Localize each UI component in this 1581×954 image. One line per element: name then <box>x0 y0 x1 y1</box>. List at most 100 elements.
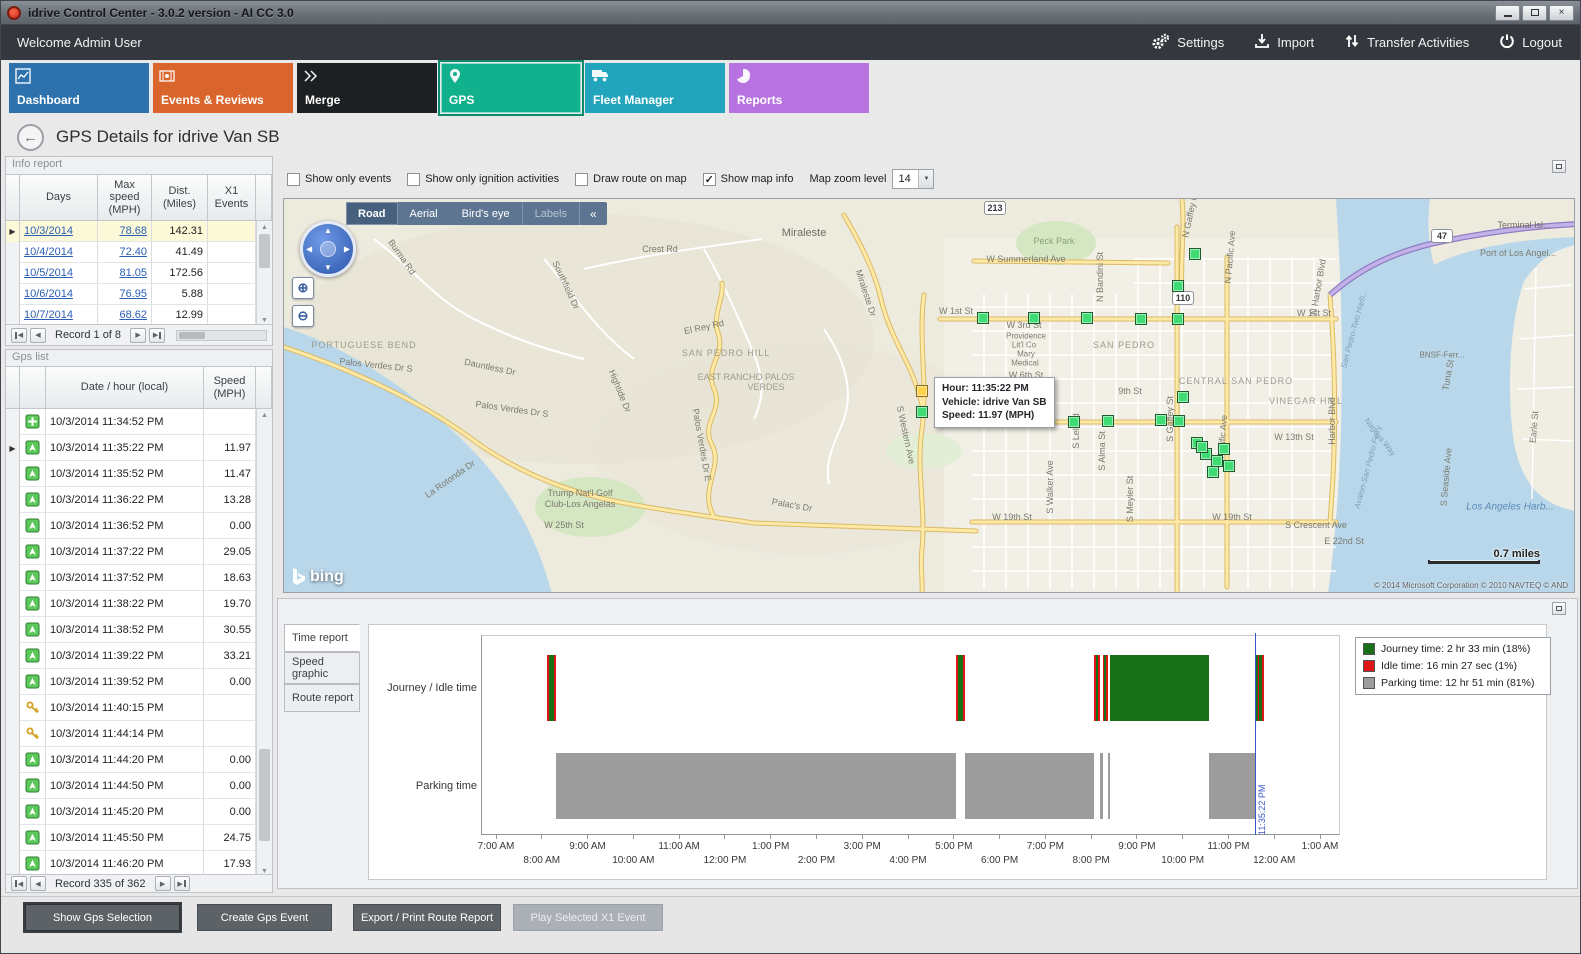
viewbar-collapse-icon[interactable]: « <box>579 202 607 225</box>
module-tile-fleet-manager[interactable]: Fleet Manager <box>585 63 725 113</box>
info-horizontal-scrollbar[interactable] <box>176 329 267 341</box>
compass-center[interactable] <box>320 241 336 257</box>
max-speed-cell[interactable]: 76.95 <box>98 284 152 305</box>
last-page-button[interactable]: ▶ <box>149 327 166 343</box>
gps-list-row[interactable]: 10/3/2014 11:36:52 PM 0.00 <box>6 513 272 539</box>
module-tile-merge[interactable]: Merge <box>297 63 437 113</box>
checkbox-show-map-info[interactable]: ✓ Show map info <box>702 172 793 186</box>
chevron-down-icon[interactable]: ▼ <box>918 170 934 188</box>
checkbox-box-icon[interactable] <box>287 172 300 186</box>
create-gps-event-button[interactable]: Create Gps Event <box>197 904 332 931</box>
gps-list-row[interactable]: 10/3/2014 11:40:15 PM <box>6 695 272 721</box>
days-cell[interactable]: 10/5/2014 <box>20 263 98 284</box>
gps-header-date[interactable]: Date / hour (local) <box>46 367 204 409</box>
menu-action-import[interactable]: Import <box>1254 33 1314 52</box>
max-speed-cell[interactable]: 68.62 <box>98 305 152 326</box>
gps-list-row[interactable]: 10/3/2014 11:39:22 PM 33.21 <box>6 643 272 669</box>
gps-marker[interactable] <box>1177 391 1189 403</box>
checkbox-show-only-ignition-activities[interactable]: Show only ignition activities <box>407 172 559 186</box>
map-panel-maximize-button[interactable] <box>1552 160 1566 173</box>
map-view-tab-bird-s-eye[interactable]: Bird's eye <box>461 207 510 220</box>
first-page-button[interactable]: ◀ <box>11 327 27 343</box>
pan-east-icon[interactable]: ▶ <box>343 244 350 254</box>
gps-marker[interactable] <box>1173 415 1185 427</box>
info-report-row[interactable]: 10/4/2014 72.40 41.49 <box>6 242 272 263</box>
gps-marker[interactable] <box>1102 415 1114 427</box>
days-cell[interactable]: 10/3/2014 <box>20 221 98 242</box>
chart-tab-speed-graphic[interactable]: Speed graphic <box>284 652 360 684</box>
close-button[interactable]: × <box>1549 4 1574 21</box>
scroll-down-icon[interactable]: ▼ <box>261 316 268 324</box>
maximize-button[interactable] <box>1522 4 1547 21</box>
gps-list-row[interactable]: ▶ 10/3/2014 11:35:22 PM 11.97 <box>6 435 272 461</box>
gps-list-row[interactable]: 10/3/2014 11:37:52 PM 18.63 <box>6 565 272 591</box>
checkbox-draw-route-on-map[interactable]: Draw route on map <box>575 172 687 186</box>
menu-action-transfer-activities[interactable]: Transfer Activities <box>1344 33 1469 52</box>
first-page-button[interactable]: ◀ <box>11 876 27 891</box>
last-page-button[interactable]: ▶ <box>173 876 190 891</box>
gps-list-row[interactable]: 10/3/2014 11:44:20 PM 0.00 <box>6 747 272 773</box>
map-view-tab-labels[interactable]: Labels <box>521 202 579 225</box>
gps-vertical-scrollbar[interactable]: ▲ ▼ <box>256 409 272 877</box>
checkbox-box-icon[interactable]: ✓ <box>702 172 716 186</box>
chart-tab-route-report[interactable]: Route report <box>284 684 360 712</box>
module-tile-events-reviews[interactable]: Events & Reviews <box>153 63 293 113</box>
gps-marker[interactable] <box>1081 312 1093 324</box>
max-speed-cell[interactable]: 72.40 <box>98 242 152 263</box>
scroll-down-icon[interactable]: ▼ <box>261 867 268 875</box>
map-compass-control[interactable]: ▲ ▼ ◀ ▶ <box>300 221 356 277</box>
gps-marker[interactable] <box>1223 460 1235 472</box>
info-report-row[interactable]: 10/6/2014 76.95 5.88 <box>6 284 272 305</box>
gps-list-row[interactable]: 10/3/2014 11:44:14 PM <box>6 721 272 747</box>
show-gps-selection-button[interactable]: Show Gps Selection <box>25 904 180 931</box>
info-header-dist[interactable]: Dist. (Miles) <box>152 175 208 221</box>
info-header-days[interactable]: Days <box>20 175 98 221</box>
gps-marker[interactable] <box>1155 414 1167 426</box>
gps-marker[interactable] <box>916 406 928 418</box>
max-speed-cell[interactable]: 81.05 <box>98 263 152 284</box>
module-tile-dashboard[interactable]: Dashboard <box>9 63 149 113</box>
gps-marker[interactable] <box>1068 416 1080 428</box>
pan-south-icon[interactable]: ▼ <box>324 263 332 272</box>
map-canvas[interactable]: Miraleste Peck Park W Summerland Ave N Band… <box>283 198 1575 593</box>
checkbox-box-icon[interactable] <box>407 172 421 186</box>
gps-list-row[interactable]: 10/3/2014 11:38:22 PM 19.70 <box>6 591 272 617</box>
max-speed-cell[interactable]: 78.68 <box>98 221 152 242</box>
info-report-row[interactable]: ▶ 10/3/2014 78.68 142.31 <box>6 221 272 242</box>
gps-list-row[interactable]: 10/3/2014 11:45:50 PM 24.75 <box>6 825 272 851</box>
pan-west-icon[interactable]: ◀ <box>306 244 313 254</box>
checkbox-show-only-events[interactable]: Show only events <box>287 172 391 186</box>
back-button[interactable]: ← <box>17 123 44 151</box>
info-header-maxspeed[interactable]: Max speed (MPH) <box>98 175 152 221</box>
selected-gps-marker[interactable] <box>916 385 928 397</box>
map-zoom-dropdown[interactable]: 14 ▼ <box>892 169 935 189</box>
prev-page-button[interactable]: ◀ <box>30 876 46 891</box>
gps-marker[interactable] <box>1207 466 1219 478</box>
pan-north-icon[interactable]: ▲ <box>324 226 332 235</box>
days-cell[interactable]: 10/7/2014 <box>20 305 98 326</box>
module-tile-gps[interactable]: GPS <box>438 60 584 116</box>
gps-marker[interactable] <box>1172 280 1184 292</box>
info-header-x1[interactable]: X1 Events <box>208 175 256 221</box>
gps-list-row[interactable]: 10/3/2014 11:36:22 PM 13.28 <box>6 487 272 513</box>
next-page-button[interactable]: ▶ <box>130 327 147 343</box>
gps-list-row[interactable]: 10/3/2014 11:34:52 PM <box>6 409 272 435</box>
info-report-row[interactable]: 10/7/2014 68.62 12.99 <box>6 305 272 326</box>
menu-action-settings[interactable]: Settings <box>1151 33 1224 53</box>
gps-marker[interactable] <box>1135 313 1147 325</box>
chart-panel-maximize-button[interactable] <box>1552 602 1566 615</box>
time-cursor-line[interactable] <box>1255 633 1257 835</box>
gps-marker[interactable] <box>1196 441 1208 453</box>
gps-marker[interactable] <box>1028 312 1040 324</box>
scroll-up-icon[interactable]: ▲ <box>261 223 268 231</box>
checkbox-box-icon[interactable] <box>575 172 589 186</box>
gps-list-row[interactable]: 10/3/2014 11:46:20 PM 17.93 <box>6 851 272 877</box>
gps-marker[interactable] <box>1172 313 1184 325</box>
module-tile-reports[interactable]: Reports <box>729 63 869 113</box>
chart-tab-time-report[interactable]: Time report <box>284 624 360 652</box>
gps-marker[interactable] <box>1189 248 1201 260</box>
gps-list-row[interactable]: 10/3/2014 11:44:50 PM 0.00 <box>6 773 272 799</box>
gps-marker[interactable] <box>1218 443 1230 455</box>
gps-list-row[interactable]: 10/3/2014 11:35:52 PM 11.47 <box>6 461 272 487</box>
minimize-button[interactable] <box>1495 4 1520 21</box>
